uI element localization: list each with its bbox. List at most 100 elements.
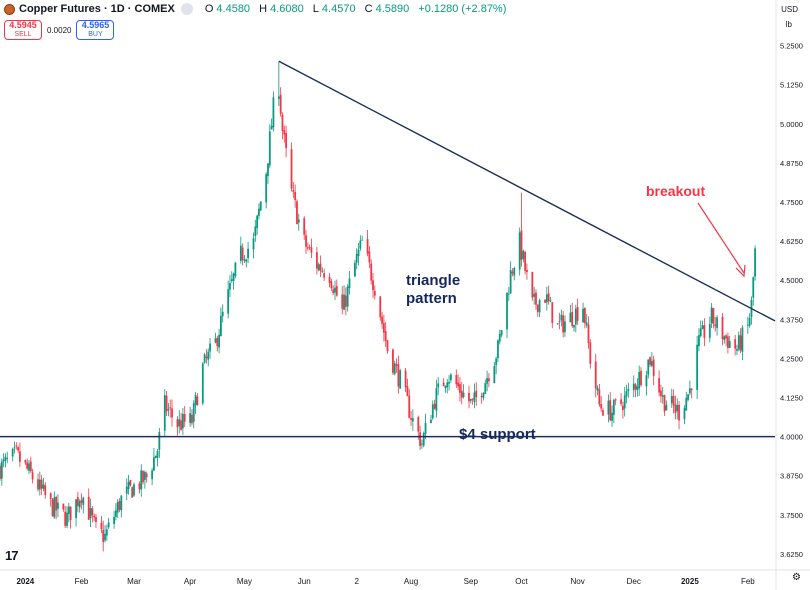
settings-icon[interactable]: ⚙ (792, 572, 801, 583)
candle-body (558, 321, 561, 322)
candle-body (207, 351, 210, 360)
candle-body (647, 359, 650, 375)
x-tick-label: Apr (184, 577, 197, 586)
candle-body (75, 499, 77, 519)
ohlc-high: H 4.6080 (259, 3, 304, 15)
candle-body (448, 381, 450, 384)
currency-label[interactable]: USD (781, 5, 798, 14)
annotation-breakout: breakout (646, 183, 705, 199)
candle-body (156, 451, 159, 458)
candle-body (306, 247, 309, 249)
candle-body (178, 419, 181, 427)
candle-body (292, 190, 295, 192)
candle-body (234, 262, 237, 276)
more-options-icon[interactable] (180, 3, 193, 15)
candle-body (435, 388, 438, 411)
candle-body (678, 404, 680, 421)
y-tick-label: 4.1250 (780, 394, 803, 403)
candle-body (11, 448, 14, 457)
candle-body (674, 404, 677, 413)
candle-body (116, 502, 119, 513)
candle-body (602, 410, 604, 416)
candle-body (620, 399, 622, 404)
y-tick-label: 4.7500 (780, 198, 803, 207)
candle-body (721, 316, 724, 340)
candle-body (26, 462, 29, 469)
candle-body (105, 529, 108, 536)
candle-body (259, 201, 262, 211)
candle-body (221, 311, 224, 317)
tradingview-logo-icon[interactable]: 17 (5, 548, 19, 563)
candle-body (176, 419, 179, 428)
candle-body (169, 407, 172, 409)
candle-body (493, 365, 496, 383)
price-axis[interactable]: 5.2500 5.1250 5.0000 4.8750 4.7500 4.6250 4.50… (780, 42, 803, 559)
candle-body (323, 273, 326, 278)
candle-body (143, 471, 146, 481)
x-tick-label: Feb (741, 577, 755, 586)
candle-body (404, 370, 407, 388)
candle-body (562, 315, 565, 333)
candle-body (4, 456, 7, 461)
candle-body (359, 240, 362, 249)
candle-body (89, 508, 92, 519)
candle-body (741, 327, 744, 352)
candle-body (285, 133, 287, 149)
candle-body (38, 479, 41, 490)
candle-body (131, 487, 134, 498)
candle-body (305, 235, 307, 247)
x-tick-label: Jun (298, 577, 311, 586)
candle-body (247, 248, 249, 259)
candle-body (660, 390, 662, 397)
candle-body (636, 386, 639, 391)
candle-body (683, 408, 686, 420)
candle-body (216, 337, 219, 347)
symbol-title[interactable]: Copper Futures · 1D · COMEX (19, 3, 175, 15)
candle-body (87, 496, 90, 520)
candle-body (142, 470, 144, 483)
candle-body (267, 163, 269, 177)
candle-body (533, 293, 536, 297)
candle-body (484, 383, 487, 394)
candle-body (569, 312, 572, 323)
y-tick-label: 4.3750 (780, 315, 803, 324)
candle-body (239, 245, 242, 261)
candle-body (538, 300, 541, 313)
candle-body (355, 253, 358, 263)
candle-body (335, 285, 338, 296)
buy-button[interactable]: 4.5965 BUY (76, 20, 115, 40)
candle-body (361, 239, 364, 241)
candle-body (373, 291, 376, 296)
candle-body (712, 308, 715, 324)
candle-body (66, 512, 68, 526)
candle-body (368, 251, 371, 263)
ohlc-change: +0.1280 (+2.87%) (418, 3, 507, 15)
x-tick-label: 2025 (681, 577, 699, 586)
candle-body (663, 395, 666, 412)
candle-body (498, 333, 501, 342)
candle-body (281, 114, 284, 131)
candle-body (113, 517, 115, 525)
candle-body (632, 383, 635, 391)
time-axis[interactable]: 2024 Feb Mar Apr May Jun 2 Aug Sep Oct Nov Dec 2025 F… (16, 577, 755, 586)
candle-body (640, 370, 642, 386)
candle-body (725, 335, 728, 339)
candle-body (544, 299, 546, 303)
candle-body (462, 392, 465, 397)
candle-body (739, 335, 742, 351)
candle-body (560, 314, 563, 321)
candle-body (42, 484, 45, 489)
candle-body (649, 357, 651, 365)
candle-body (265, 173, 268, 203)
candle-body (410, 418, 412, 420)
candle-body (102, 529, 105, 543)
candle-body (319, 263, 322, 271)
candle-body (201, 363, 204, 404)
candle-body (638, 371, 641, 389)
candle-body (357, 249, 360, 257)
candle-body (78, 501, 81, 508)
candle-body (341, 294, 344, 309)
candle-body (40, 479, 43, 489)
sell-button[interactable]: 4.5945 SELL (4, 20, 42, 40)
